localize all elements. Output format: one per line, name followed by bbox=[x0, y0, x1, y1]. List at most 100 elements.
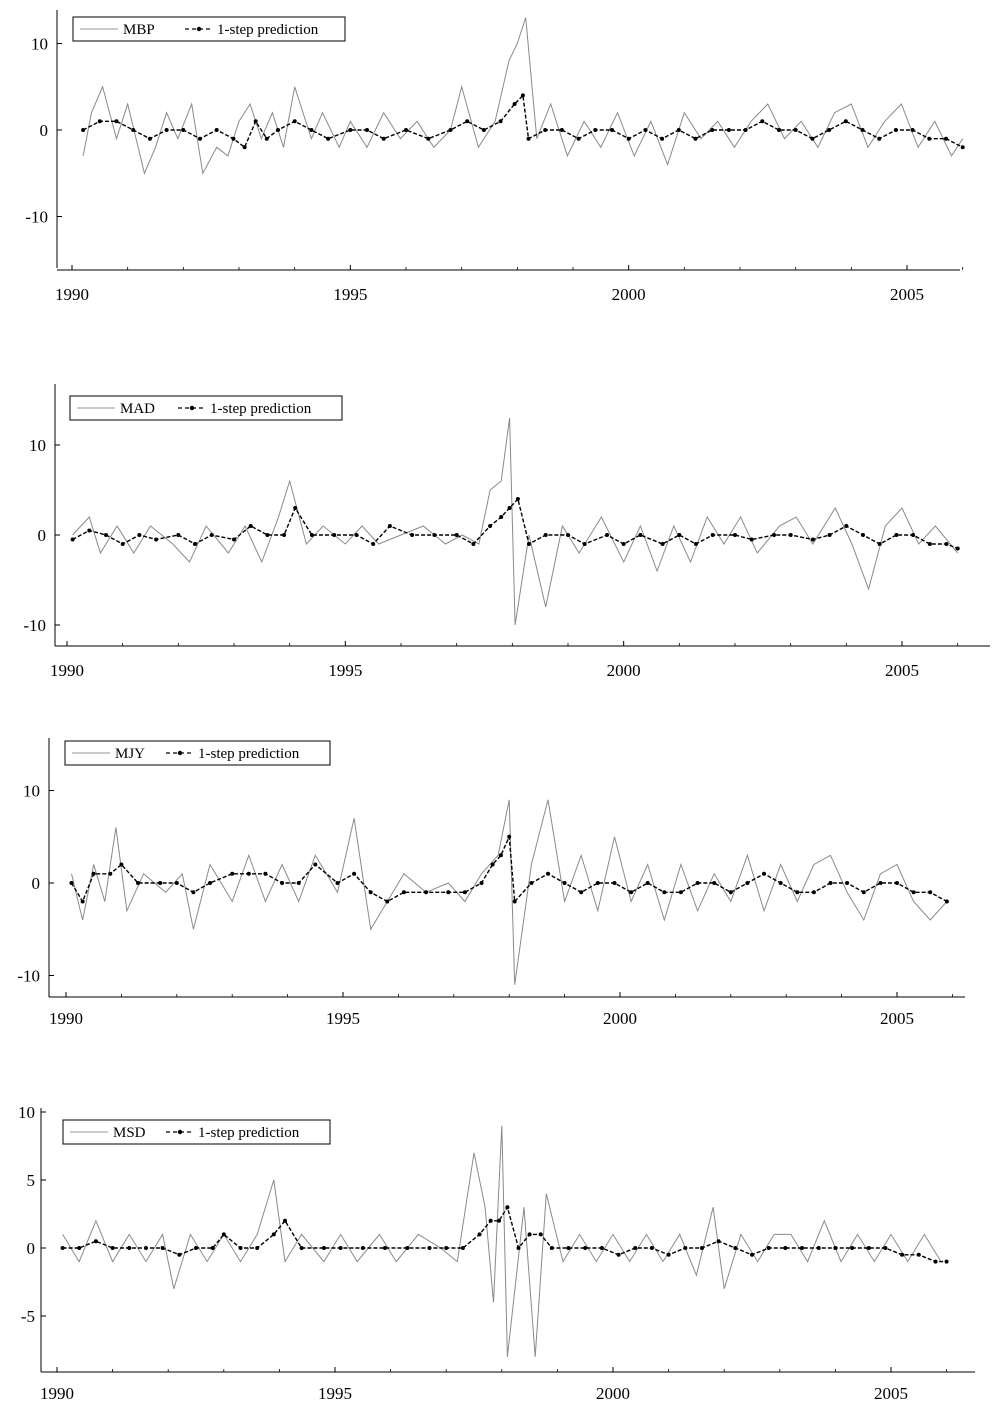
legend-label-prediction: 1-step prediction bbox=[210, 401, 312, 417]
prediction-point bbox=[944, 899, 949, 904]
y-tick-label: 0 bbox=[27, 1239, 36, 1258]
prediction-point bbox=[93, 1239, 98, 1244]
prediction-point bbox=[253, 119, 258, 124]
legend-label-prediction: 1-step prediction bbox=[217, 22, 319, 38]
x-tick-label: 2000 bbox=[612, 285, 646, 304]
prediction-point bbox=[144, 1246, 148, 1250]
series-line-actual bbox=[82, 17, 964, 175]
prediction-point bbox=[271, 1232, 276, 1237]
prediction-point bbox=[762, 871, 766, 876]
prediction-point bbox=[599, 1246, 604, 1250]
prediction-point bbox=[683, 1246, 688, 1250]
prediction-point bbox=[626, 136, 631, 141]
prediction-point bbox=[210, 1246, 215, 1250]
prediction-point bbox=[321, 1246, 326, 1250]
prediction-point bbox=[861, 533, 865, 537]
prediction-point bbox=[649, 1246, 654, 1250]
x-tick-label: 1995 bbox=[328, 661, 362, 680]
prediction-point bbox=[772, 533, 776, 537]
prediction-point bbox=[726, 128, 731, 132]
prediction-point bbox=[816, 1246, 821, 1250]
prediction-point bbox=[507, 506, 512, 510]
prediction-point bbox=[529, 881, 534, 885]
prediction-point bbox=[498, 853, 503, 858]
x-tick-label: 1990 bbox=[40, 1384, 74, 1403]
prediction-point bbox=[360, 1246, 365, 1250]
prediction-point bbox=[264, 136, 269, 141]
prediction-point bbox=[263, 871, 268, 876]
prediction-point bbox=[710, 533, 715, 537]
y-tick-label: -10 bbox=[25, 208, 48, 227]
x-tick-label: 1990 bbox=[55, 285, 89, 304]
prediction-point bbox=[750, 1252, 754, 1257]
prediction-point bbox=[593, 128, 598, 132]
series-line-actual bbox=[72, 417, 959, 626]
prediction-point bbox=[844, 524, 849, 528]
panel-mbp: 10 0 -10 1990 1995 2000 2005 MBP 1-step predic… bbox=[25, 10, 965, 304]
prediction-point bbox=[566, 1246, 571, 1250]
x-tick-label: 1995 bbox=[326, 1009, 360, 1028]
y-tick-label: 0 bbox=[38, 526, 47, 545]
prediction-point bbox=[827, 533, 832, 537]
series-line-actual bbox=[71, 799, 948, 985]
prediction-point bbox=[208, 881, 212, 885]
prediction-point bbox=[160, 1246, 165, 1250]
prediction-point bbox=[77, 1246, 82, 1250]
prediction-point bbox=[760, 119, 765, 124]
prediction-point bbox=[490, 862, 495, 867]
prediction-point bbox=[444, 1246, 449, 1250]
prediction-point bbox=[694, 542, 698, 546]
prediction-point bbox=[579, 890, 584, 895]
prediction-point bbox=[745, 881, 750, 885]
prediction-point bbox=[405, 1246, 410, 1250]
prediction-point bbox=[645, 881, 650, 885]
prediction-point bbox=[927, 542, 932, 546]
prediction-point bbox=[255, 1246, 260, 1250]
prediction-point bbox=[164, 128, 169, 132]
plot-area: 10 0 -10 1990 1995 2000 2005 bbox=[17, 738, 965, 1028]
prediction-point bbox=[788, 533, 793, 537]
prediction-point bbox=[911, 890, 916, 895]
prediction-point bbox=[660, 542, 665, 546]
prediction-point bbox=[448, 128, 453, 132]
prediction-point bbox=[845, 881, 850, 885]
prediction-point bbox=[479, 881, 484, 885]
legend-label-series: MAD bbox=[120, 401, 155, 417]
prediction-point bbox=[221, 1232, 226, 1237]
plot-area: 10 0 -10 1990 1995 2000 2005 bbox=[23, 384, 990, 680]
legend-mad: MAD 1-step prediction bbox=[69, 395, 343, 421]
prediction-point bbox=[610, 128, 614, 132]
prediction-point bbox=[158, 881, 163, 885]
prediction-point bbox=[877, 136, 882, 141]
prediction-point bbox=[147, 136, 152, 141]
prediction-point bbox=[404, 128, 408, 132]
prediction-point bbox=[104, 533, 108, 537]
y-tick-label: 0 bbox=[32, 874, 41, 893]
prediction-point bbox=[766, 1246, 771, 1250]
y-tick-label: 10 bbox=[18, 1103, 35, 1122]
legend-label-series: MSD bbox=[113, 1125, 146, 1141]
prediction-point bbox=[498, 119, 503, 124]
prediction-point bbox=[795, 890, 800, 895]
prediction-point bbox=[280, 881, 285, 885]
prediction-point bbox=[471, 542, 476, 546]
prediction-point bbox=[108, 871, 113, 876]
prediction-point bbox=[850, 1246, 855, 1250]
prediction-point bbox=[127, 1246, 132, 1250]
legend-label-series: MBP bbox=[123, 22, 155, 38]
legend-msd: MSD 1-step prediction bbox=[62, 1119, 331, 1145]
prediction-point bbox=[309, 533, 314, 537]
prediction-point bbox=[248, 524, 253, 528]
prediction-point bbox=[446, 890, 451, 895]
prediction-point bbox=[365, 128, 369, 132]
y-tick-label: 5 bbox=[27, 1171, 36, 1190]
prediction-point bbox=[944, 136, 948, 141]
prediction-point bbox=[677, 533, 682, 537]
prediction-point bbox=[194, 1246, 198, 1250]
prediction-point bbox=[481, 128, 486, 132]
prediction-point bbox=[348, 128, 353, 132]
prediction-point bbox=[910, 128, 915, 132]
prediction-point bbox=[893, 128, 898, 132]
prediction-point bbox=[231, 136, 236, 141]
prediction-point bbox=[338, 1246, 343, 1250]
